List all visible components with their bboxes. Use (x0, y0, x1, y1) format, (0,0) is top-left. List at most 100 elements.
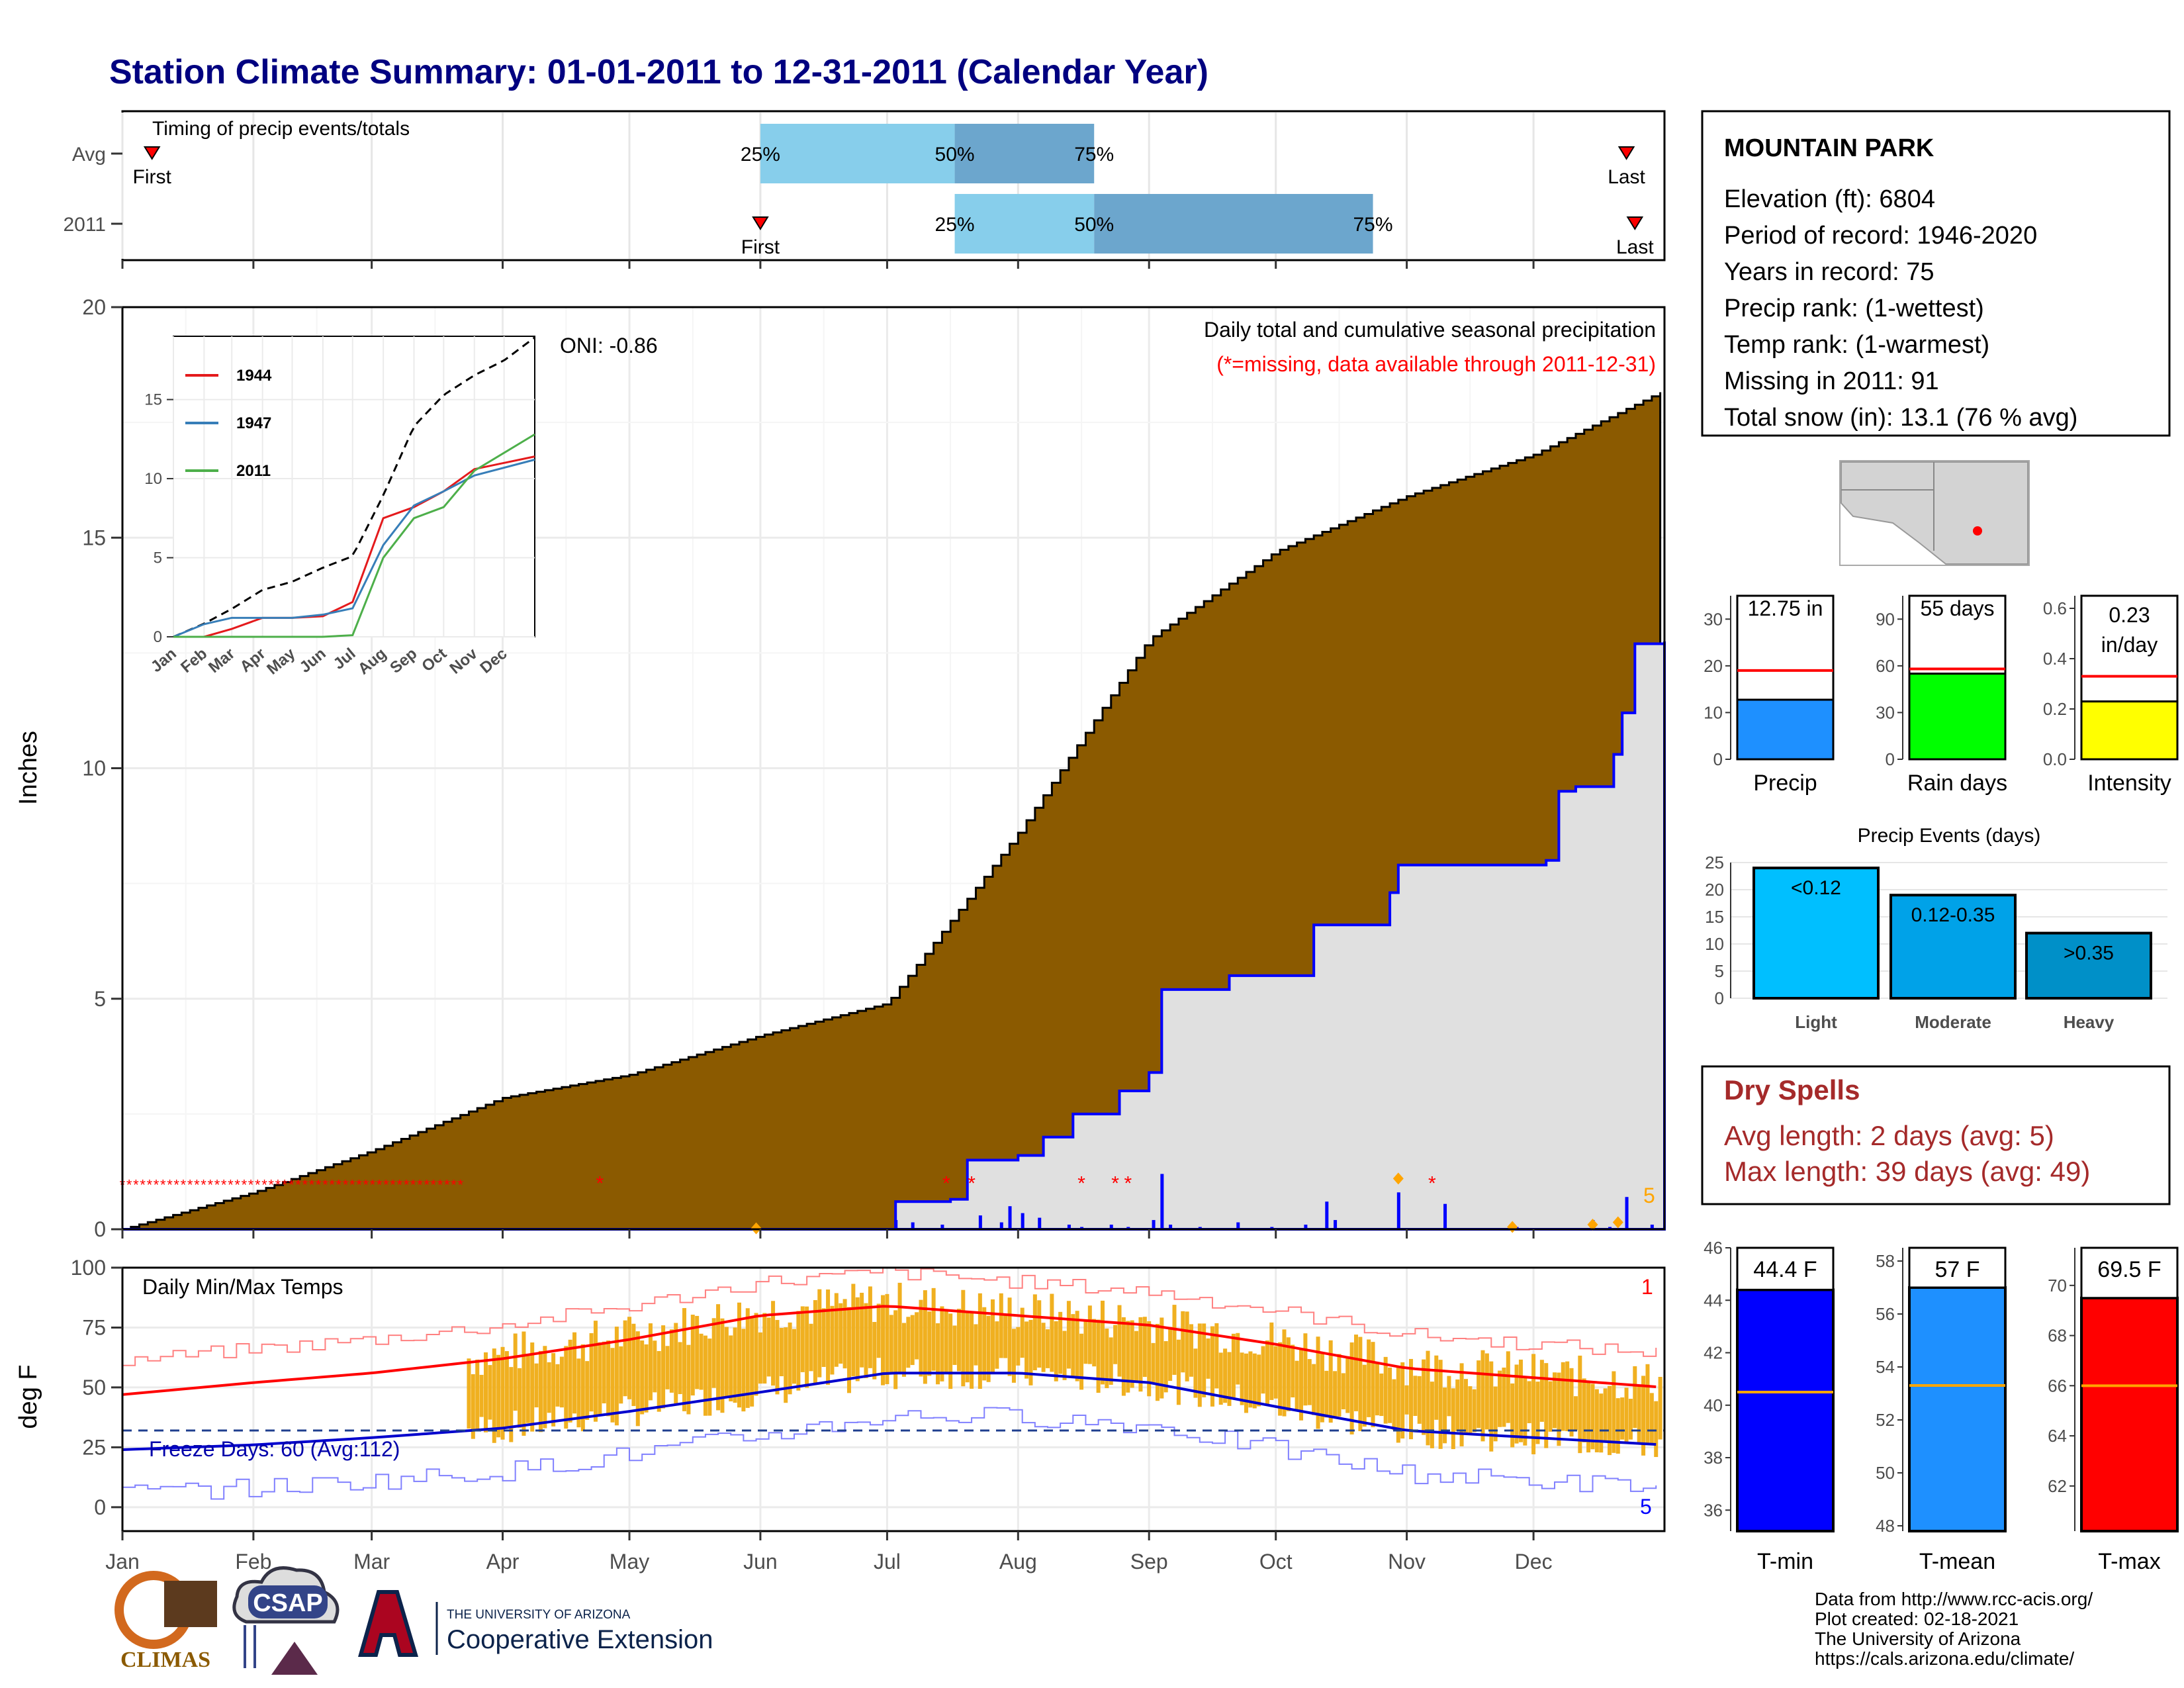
missing-marker: * (1124, 1172, 1132, 1194)
daily-temp-bar (1400, 1362, 1404, 1438)
temp-bar-tick: 52 (1876, 1410, 1895, 1430)
daily-temp-bar (835, 1293, 839, 1366)
missing-marker: * (322, 1176, 328, 1193)
temp-corner-bottom: 5 (1640, 1495, 1652, 1519)
mini-bar-tick: 0.6 (2043, 598, 2067, 618)
daily-temp-bar (627, 1317, 631, 1399)
daily-temp-bar (1261, 1346, 1265, 1394)
daily-temp-bar (881, 1295, 885, 1385)
temp-bar-tick: 46 (1704, 1238, 1723, 1258)
daily-temp-bar (780, 1328, 784, 1376)
daily-temp-bar (805, 1307, 809, 1388)
daily-temp-bar (1109, 1337, 1113, 1385)
daily-temp-bar (631, 1324, 635, 1406)
daily-temp-bar (1312, 1364, 1316, 1415)
daily-temp-bar (530, 1342, 534, 1432)
missing-marker: * (167, 1176, 173, 1193)
daily-temp-bar (1654, 1401, 1658, 1457)
month-tick-label: Nov (1388, 1550, 1426, 1573)
station-location-dot (1973, 526, 1982, 536)
temp-bar-tick: 62 (2048, 1476, 2067, 1496)
daily-precip-bar (1038, 1218, 1041, 1229)
y-tick-label: 20 (82, 295, 106, 319)
daily-temp-bar (674, 1323, 678, 1405)
daily-temp-bar (1434, 1356, 1438, 1420)
missing-marker: * (383, 1176, 389, 1193)
mini-bar-value: 55 days (1920, 596, 1994, 620)
mini-bar-label: Precip (1753, 771, 1817, 796)
missing-marker: * (396, 1176, 402, 1193)
daily-temp-bar (1008, 1297, 1012, 1376)
svg-text:CLIMAS: CLIMAS (120, 1648, 210, 1672)
missing-marker: * (444, 1176, 450, 1193)
daily-temp-bar (1430, 1382, 1434, 1448)
daily-temp-bar (1413, 1376, 1417, 1416)
missing-marker: * (451, 1176, 457, 1193)
daily-temp-bar (682, 1308, 686, 1411)
daily-temp-bar (1058, 1312, 1062, 1374)
daily-temp-bar (1464, 1379, 1468, 1434)
y-tick-label: 10 (82, 757, 106, 780)
temp-bar (1909, 1288, 2005, 1531)
daily-temp-bar (877, 1303, 881, 1358)
dry-spells-title: Dry Spells (1724, 1074, 1860, 1105)
daily-temp-bar (1303, 1333, 1307, 1405)
precip-corner-count: 5 (1643, 1184, 1655, 1207)
daily-temp-bar (1244, 1354, 1248, 1413)
station-info-line: Missing in 2011: 91 (1724, 367, 1939, 395)
timing-bar-upper (955, 124, 1095, 183)
daily-temp-bar (1565, 1362, 1569, 1431)
daily-temp-bar (539, 1351, 543, 1432)
daily-temp-bar (839, 1303, 842, 1364)
temp-bar-value: 69.5 F (2097, 1257, 2161, 1282)
svg-text:Cooperative Extension: Cooperative Extension (447, 1625, 713, 1654)
daily-temp-bar (919, 1300, 923, 1377)
daily-temp-bar (809, 1324, 813, 1372)
daily-temp-bar (927, 1311, 931, 1376)
daily-temp-bar (1206, 1338, 1210, 1379)
missing-marker: * (140, 1176, 146, 1193)
daily-temp-bar (640, 1340, 644, 1414)
daily-temp-bar (1308, 1359, 1312, 1405)
daily-temp-bar (1320, 1353, 1324, 1423)
mini-bar-value: 0.23 (2109, 603, 2150, 627)
temp-y-tick: 100 (71, 1256, 106, 1280)
daily-temp-bar (594, 1321, 598, 1422)
daily-temp-bar (1345, 1356, 1349, 1413)
inset-chart: 194419472011 051015JanFebMarAprMayJun Jul… (144, 336, 535, 679)
daily-temp-bar (932, 1288, 936, 1371)
daily-temp-bar (678, 1342, 682, 1394)
mini-bar-chart: 0306090 55 daysRain days (1876, 596, 2007, 796)
location-map (1840, 461, 2029, 565)
timing-row-label: Avg (72, 144, 106, 165)
daily-temp-bar (741, 1329, 745, 1411)
daily-temp-bar (1358, 1337, 1362, 1431)
daily-temp-bar (1540, 1360, 1544, 1422)
temp-bar (1737, 1289, 1833, 1531)
daily-precip-bar (1325, 1201, 1328, 1229)
daily-temp-bar (830, 1306, 834, 1375)
missing-marker: * (255, 1176, 261, 1193)
daily-temp-bar (1198, 1323, 1202, 1407)
y-tick-label: 5 (94, 987, 106, 1011)
daily-temp-bar (704, 1336, 707, 1416)
daily-temp-bar (1236, 1333, 1240, 1385)
missing-marker: * (410, 1176, 416, 1193)
daily-temp-bar (1544, 1363, 1548, 1448)
daily-temp-bar (1016, 1327, 1020, 1366)
csap-logo: CSAP (234, 1568, 338, 1675)
missing-marker: * (133, 1176, 139, 1193)
daily-temp-bar (1418, 1376, 1422, 1424)
station-info-line: Elevation (ft): 6804 (1724, 185, 1935, 213)
precip-ylabel: Inches (15, 731, 42, 805)
daily-temp-bar (1637, 1385, 1641, 1444)
daily-temp-bar (801, 1306, 805, 1372)
daily-temp-bar (758, 1333, 762, 1383)
daily-temp-bar (1037, 1300, 1041, 1368)
daily-temp-bar (944, 1310, 948, 1372)
mini-bar-tick: 30 (1876, 702, 1895, 722)
daily-temp-bar (1570, 1368, 1574, 1436)
daily-temp-bar (1329, 1340, 1333, 1423)
daily-precip-bar (1021, 1213, 1024, 1229)
missing-marker: * (173, 1176, 179, 1193)
